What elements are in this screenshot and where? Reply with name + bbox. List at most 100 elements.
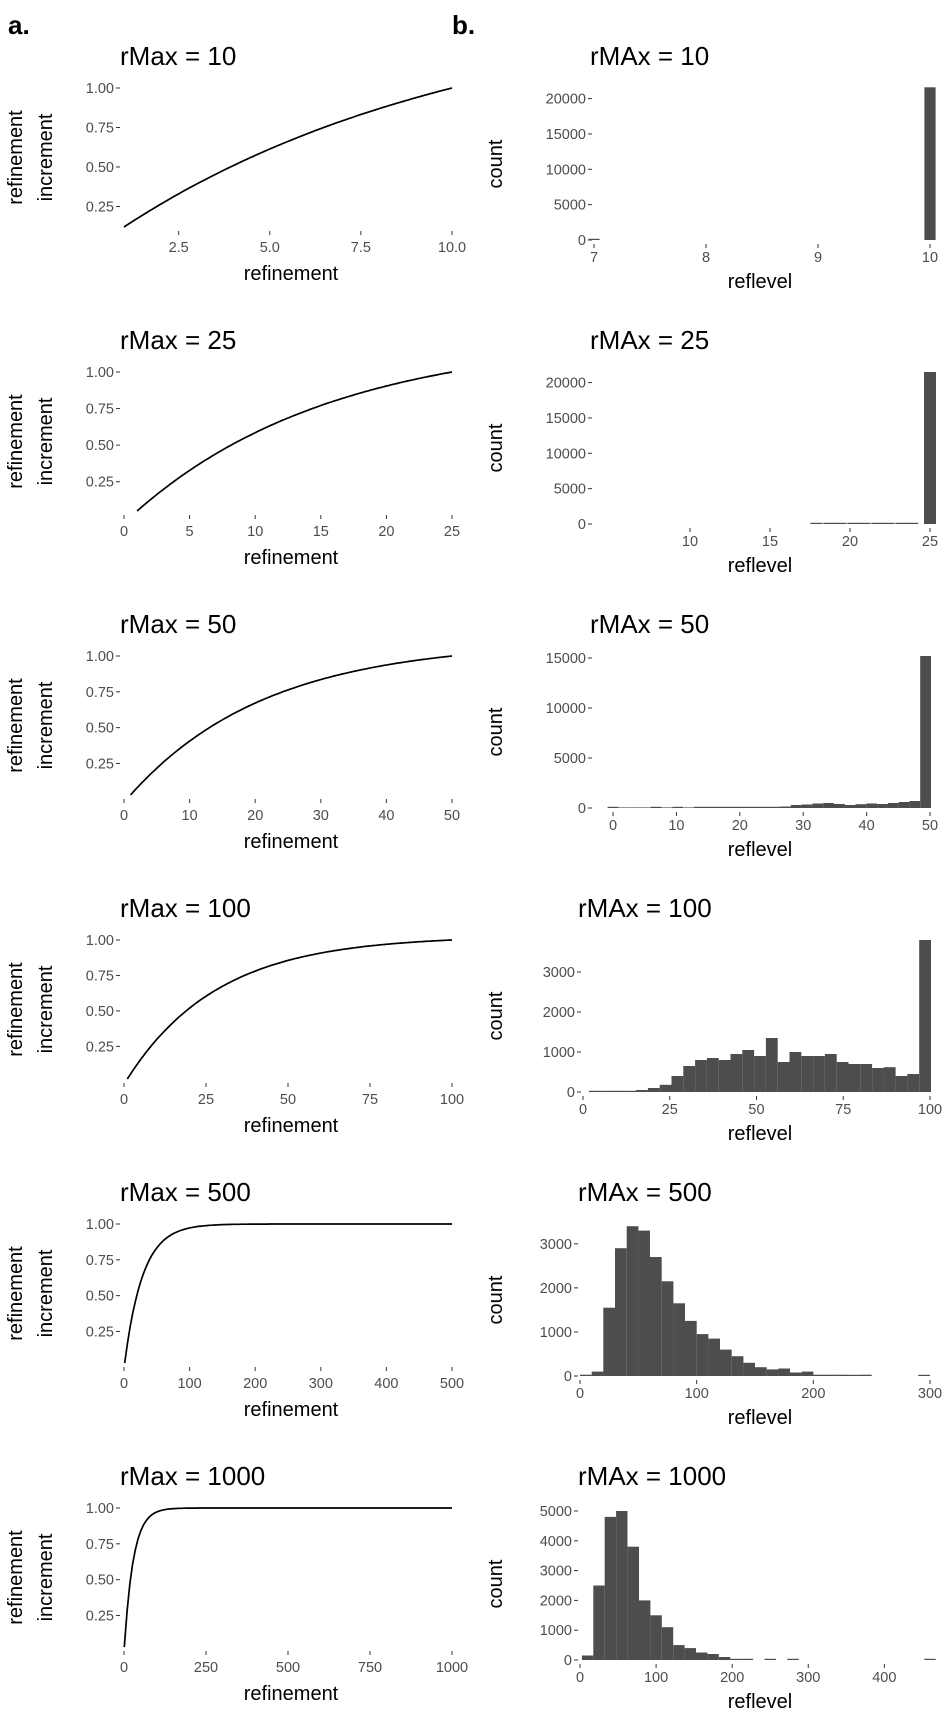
x-tick-label: 500 — [276, 1660, 300, 1676]
y-axis-label: increment — [35, 1533, 57, 1621]
x-tick-label: 75 — [835, 1102, 851, 1118]
histogram-bar — [661, 1281, 674, 1376]
series-line — [123, 1507, 452, 1648]
chart-title: rMax = 100 — [120, 893, 251, 923]
x-tick-label: 400 — [374, 1376, 398, 1392]
histogram-bar — [708, 1338, 720, 1376]
x-axis-label: refinement — [244, 263, 339, 285]
x-tick-label: 300 — [918, 1386, 942, 1402]
histogram-bar — [848, 1374, 860, 1376]
panel-label-b: b. — [452, 10, 475, 40]
y-tick-label: 5000 — [554, 482, 586, 498]
y-axis-label: count — [485, 423, 507, 472]
chart-5: rMax = 50 0.25 0.50 0.75 1.00 0 10 20 30 40 50 refi… — [5, 609, 460, 853]
histogram-bar — [918, 1374, 930, 1376]
x-tick-label: 20 — [732, 818, 748, 834]
histogram-bar — [693, 806, 705, 808]
histogram-bar — [638, 1230, 650, 1376]
x-tick-label: 40 — [859, 818, 875, 834]
x-axis-label: reflevel — [728, 1691, 792, 1713]
histogram-bar — [603, 1307, 615, 1376]
histogram-bar — [685, 1320, 697, 1376]
histogram-bar — [778, 1368, 790, 1376]
y-tick-label: 1000 — [540, 1623, 572, 1639]
y-tick-label: 0.50 — [86, 1289, 114, 1305]
histogram-bar — [844, 805, 856, 808]
histogram-bar — [604, 1516, 617, 1660]
y-axis-label: increment — [35, 397, 57, 485]
x-tick-label: 50 — [748, 1102, 764, 1118]
x-axis-label: refinement — [244, 831, 339, 853]
x-tick-label: 750 — [358, 1660, 382, 1676]
histogram-bar — [607, 806, 619, 808]
x-tick-label: 100 — [440, 1092, 464, 1108]
chart-9: rMax = 500 0.25 0.50 0.75 1.00 0 100 200 300 400 5… — [5, 1177, 464, 1421]
y-tick-label: 0.50 — [86, 160, 114, 176]
y-tick-label: 1.00 — [86, 1217, 114, 1233]
x-tick-label: 10 — [668, 818, 684, 834]
x-tick-label: 250 — [194, 1660, 218, 1676]
histogram-bar — [639, 1600, 651, 1660]
y-tick-label: 1.00 — [86, 933, 114, 949]
x-tick-label: 50 — [922, 818, 938, 834]
x-axis-label: refinement — [244, 1399, 339, 1421]
histogram-bar — [672, 806, 684, 808]
y-tick-label: 0.25 — [86, 1608, 114, 1624]
y-tick-label: 3000 — [543, 965, 575, 981]
histogram-bar — [919, 940, 931, 1092]
y-axis-label: count — [485, 1275, 507, 1324]
y-axis-label: refinement — [5, 1246, 27, 1341]
x-tick-label: 75 — [362, 1092, 378, 1108]
histogram-bar — [616, 1511, 628, 1660]
y-axis-label: increment — [35, 681, 57, 769]
histogram-bar — [810, 522, 823, 524]
chart-3: rMax = 25 0.25 0.50 0.75 1.00 0 5 10 15 20 25 refin… — [5, 325, 460, 569]
panel-label-a: a. — [8, 10, 30, 40]
histogram-bar — [741, 1658, 754, 1660]
histogram-bar — [683, 807, 694, 808]
y-tick-label: 0.25 — [86, 475, 114, 491]
x-tick-label: 0 — [120, 1660, 128, 1676]
chart-title: rMAx = 25 — [590, 325, 709, 355]
histogram-bar — [650, 1615, 662, 1660]
histogram-bar — [882, 522, 895, 524]
histogram-bar — [636, 1090, 648, 1092]
y-tick-label: 0.50 — [86, 438, 114, 454]
x-tick-label: 0 — [120, 1376, 128, 1392]
x-tick-label: 200 — [243, 1376, 267, 1392]
x-tick-label: 25 — [922, 534, 938, 550]
histogram-bar — [659, 1084, 672, 1092]
y-tick-label: 3000 — [540, 1237, 572, 1253]
x-tick-label: 100 — [177, 1376, 201, 1392]
x-tick-label: 10 — [682, 534, 698, 550]
chart-4: rMAx = 25 0 5000 10000 15000 20000 10 15 20 25 ref… — [485, 325, 938, 577]
chart-10: rMAx = 500 0 1000 2000 3000 0 100 200 300 refleve… — [485, 1177, 942, 1429]
histogram-bar — [836, 1374, 849, 1376]
y-tick-label: 2000 — [543, 1005, 575, 1021]
histogram-bar — [895, 1076, 908, 1092]
x-tick-label: 50 — [444, 808, 460, 824]
x-tick-label: 20 — [842, 534, 858, 550]
x-tick-label: 50 — [280, 1092, 296, 1108]
chart-title: rMax = 10 — [120, 41, 236, 71]
histogram-bar — [731, 1356, 744, 1376]
histogram-bar — [825, 1374, 837, 1376]
histogram-bar — [764, 1658, 776, 1660]
y-axis-label: refinement — [5, 678, 27, 773]
histogram-bar — [813, 1374, 825, 1376]
histogram-bar — [615, 1248, 627, 1376]
histogram-bar — [790, 1372, 802, 1376]
y-axis-label: count — [485, 991, 507, 1040]
x-tick-label: 5.0 — [260, 240, 280, 256]
x-tick-label: 300 — [309, 1376, 333, 1392]
histogram-bar — [726, 806, 737, 808]
series-line — [123, 87, 453, 228]
histogram-bar — [780, 806, 791, 808]
x-tick-label: 300 — [796, 1670, 820, 1686]
histogram-bar — [777, 1062, 790, 1092]
y-tick-label: 0.25 — [86, 756, 114, 772]
y-tick-label: 15000 — [546, 651, 586, 667]
y-tick-label: 15000 — [546, 411, 586, 427]
y-tick-label: 5000 — [554, 751, 586, 767]
